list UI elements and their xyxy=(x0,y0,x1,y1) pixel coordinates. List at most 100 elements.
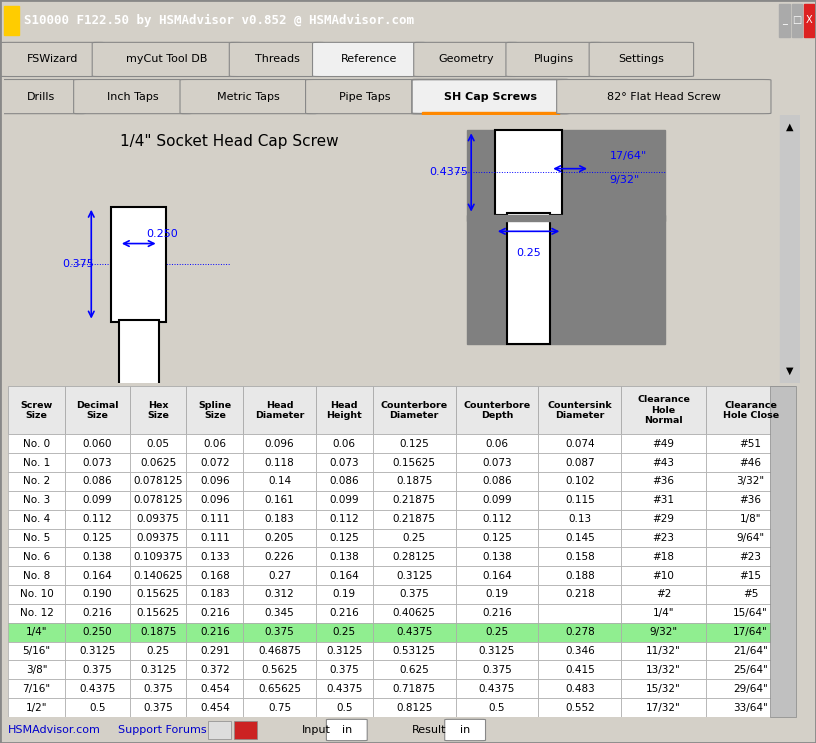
FancyBboxPatch shape xyxy=(589,42,694,77)
Text: 0.188: 0.188 xyxy=(565,571,595,580)
Bar xyxy=(706,679,796,698)
Text: 0.375: 0.375 xyxy=(62,259,94,269)
Bar xyxy=(621,604,706,623)
Text: 0.28125: 0.28125 xyxy=(392,552,436,562)
Bar xyxy=(621,698,706,717)
Bar xyxy=(373,453,455,472)
Text: 0.4375: 0.4375 xyxy=(429,167,468,178)
Bar xyxy=(621,453,706,472)
Text: _: _ xyxy=(782,16,787,25)
Bar xyxy=(621,623,706,642)
Text: 0.102: 0.102 xyxy=(565,476,595,487)
Text: 0.216: 0.216 xyxy=(200,609,230,618)
Bar xyxy=(455,472,539,491)
Text: 0.158: 0.158 xyxy=(565,552,595,562)
Bar xyxy=(130,661,187,679)
Text: 0.65625: 0.65625 xyxy=(258,684,301,694)
Text: #10: #10 xyxy=(653,571,674,580)
Text: 0.06: 0.06 xyxy=(486,438,508,449)
Bar xyxy=(243,435,316,453)
Bar xyxy=(130,528,187,548)
Bar xyxy=(373,642,455,661)
Bar xyxy=(8,642,65,661)
Text: 0.454: 0.454 xyxy=(200,703,230,713)
Bar xyxy=(8,679,65,698)
Text: Threads: Threads xyxy=(255,54,299,65)
Text: 0.372: 0.372 xyxy=(200,665,230,675)
Text: 0.183: 0.183 xyxy=(264,514,295,524)
Text: No. 0: No. 0 xyxy=(23,438,50,449)
Bar xyxy=(111,207,166,322)
Bar xyxy=(706,435,796,453)
Text: 0.25: 0.25 xyxy=(333,627,356,637)
Text: 0.8125: 0.8125 xyxy=(396,703,432,713)
Text: 0.216: 0.216 xyxy=(330,609,359,618)
Text: 7/16": 7/16" xyxy=(23,684,51,694)
Bar xyxy=(130,604,187,623)
Bar xyxy=(243,661,316,679)
Text: 0.454: 0.454 xyxy=(200,684,230,694)
Bar xyxy=(468,131,665,345)
Text: 17/64": 17/64" xyxy=(610,151,647,160)
Text: 0.5625: 0.5625 xyxy=(261,665,298,675)
Text: 0.483: 0.483 xyxy=(565,684,595,694)
Bar xyxy=(130,698,187,717)
Bar xyxy=(65,661,130,679)
Bar xyxy=(8,548,65,566)
Text: #2: #2 xyxy=(656,589,671,600)
Bar xyxy=(539,386,621,435)
Bar xyxy=(65,566,130,585)
Bar xyxy=(65,698,130,717)
Text: No. 8: No. 8 xyxy=(23,571,51,580)
Bar xyxy=(621,661,706,679)
Bar xyxy=(373,548,455,566)
Bar xyxy=(65,623,130,642)
Bar xyxy=(130,642,187,661)
FancyBboxPatch shape xyxy=(414,42,518,77)
Text: 0.164: 0.164 xyxy=(482,571,512,580)
Bar xyxy=(455,548,539,566)
Text: in: in xyxy=(460,725,470,735)
Text: 0.250: 0.250 xyxy=(147,229,179,239)
Text: #15: #15 xyxy=(739,571,761,580)
Text: 0.218: 0.218 xyxy=(565,589,595,600)
Text: 0.5: 0.5 xyxy=(489,703,505,713)
Bar xyxy=(243,585,316,604)
Bar xyxy=(8,491,65,510)
Text: 0.21875: 0.21875 xyxy=(392,514,436,524)
Text: 0.375: 0.375 xyxy=(143,684,173,694)
Bar xyxy=(706,528,796,548)
Text: 0.111: 0.111 xyxy=(200,514,230,524)
Text: 0.125: 0.125 xyxy=(399,438,429,449)
Text: Input: Input xyxy=(302,725,330,735)
Text: 0.086: 0.086 xyxy=(82,476,112,487)
Text: 0.078125: 0.078125 xyxy=(133,496,183,505)
Text: 0.5: 0.5 xyxy=(336,703,353,713)
Text: Metric Taps: Metric Taps xyxy=(217,91,280,102)
Text: 0.25: 0.25 xyxy=(147,646,170,656)
Bar xyxy=(8,435,65,453)
Bar xyxy=(373,679,455,698)
Text: 0.096: 0.096 xyxy=(200,496,229,505)
Bar xyxy=(316,472,373,491)
Text: 0.099: 0.099 xyxy=(82,496,112,505)
Bar xyxy=(65,472,130,491)
Bar xyxy=(706,548,796,566)
Text: No. 4: No. 4 xyxy=(23,514,51,524)
Text: 0.25: 0.25 xyxy=(486,627,508,637)
Bar xyxy=(373,472,455,491)
Text: ▲: ▲ xyxy=(786,122,793,132)
Text: 1/4": 1/4" xyxy=(26,627,47,637)
Text: 0.4375: 0.4375 xyxy=(326,684,362,694)
Bar xyxy=(130,435,187,453)
Text: Head
Diameter: Head Diameter xyxy=(255,400,304,420)
Text: 0.3125: 0.3125 xyxy=(140,665,176,675)
Text: 0.060: 0.060 xyxy=(82,438,112,449)
Text: 0.4375: 0.4375 xyxy=(396,627,432,637)
Bar xyxy=(119,320,158,390)
Bar xyxy=(539,548,621,566)
Bar xyxy=(243,491,316,510)
Text: 0.164: 0.164 xyxy=(330,571,359,580)
Bar xyxy=(208,721,231,739)
Text: 3/8": 3/8" xyxy=(26,665,47,675)
